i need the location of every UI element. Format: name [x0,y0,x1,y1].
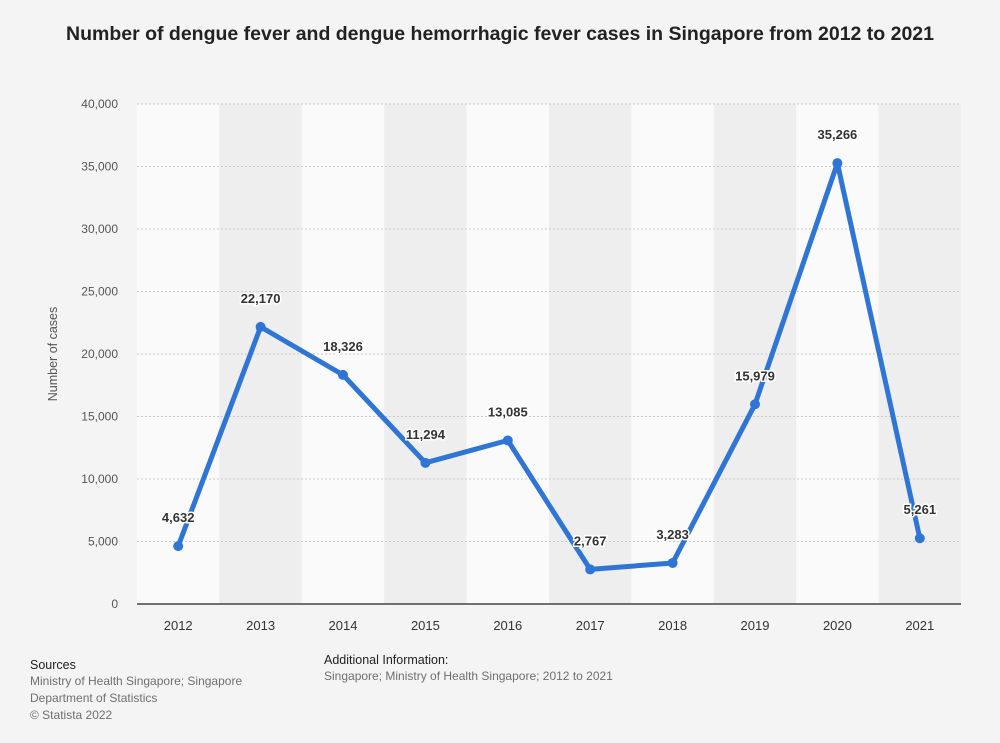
x-tick-label: 2013 [246,618,275,633]
line-chart: 0 5,000 10,000 15,000 20,000 25,000 30,000 35,0… [46,97,961,633]
column-band [878,104,961,604]
additional-info-text: Singapore; Ministry of Health Singapore;… [324,669,613,683]
data-label: 11,294 [406,427,446,442]
data-label: 22,170 [241,291,281,306]
data-label: 3,283 [656,527,689,542]
data-label: 35,266 [818,127,858,142]
x-tick-label: 2019 [741,618,770,633]
data-point [667,557,678,568]
column-band [466,104,549,604]
data-label: 15,979 [735,368,775,383]
x-tick-label: 2016 [493,618,522,633]
copyright-line: © Statista 2022 [30,708,113,722]
sources-block: Sources Ministry of Health Singapore; Si… [30,657,270,724]
data-label: 13,085 [488,404,528,419]
data-point [832,158,843,169]
additional-info-block: Additional Information: Singapore; Minis… [324,652,744,685]
data-point [750,399,760,410]
data-label: 2,767 [574,533,607,548]
data-label: 4,632 [162,510,195,525]
y-tick-label: 5,000 [88,535,118,549]
x-tick-label: 2020 [823,618,852,633]
y-tick-label: 15,000 [81,410,118,424]
x-tick-label: 2012 [164,618,193,633]
x-tick-label: 2015 [411,618,440,633]
additional-info-title: Additional Information: [324,653,449,667]
data-point [338,369,348,380]
data-label: 18,326 [323,339,363,354]
series-line [175,160,923,572]
data-label: 5,261 [904,502,937,517]
sources-line: Ministry of Health Singapore; Singapore [30,674,243,688]
data-point [420,457,431,468]
y-tick-label: 35,000 [81,160,118,174]
y-tick-label: 25,000 [81,285,118,299]
y-tick-label: 0 [111,597,118,611]
data-point [173,541,184,552]
x-tick-label: 2018 [658,618,687,633]
chart-title: Number of dengue fever and dengue hemorr… [65,23,935,45]
sources-line: Department of Statistics [30,691,158,705]
x-tick-label: 2021 [905,618,934,633]
data-point [255,321,266,332]
y-tick-label: 10,000 [81,472,118,486]
x-tick-label: 2017 [576,618,605,633]
x-tick-label: 2014 [329,618,358,633]
sources-title: Sources [30,658,76,672]
data-point [585,564,596,575]
y-tick-label: 30,000 [81,222,118,236]
data-point [502,435,513,446]
y-tick-label: 40,000 [81,97,118,111]
y-axis-title: Number of cases [46,307,60,401]
data-point [914,533,925,544]
y-tick-label: 20,000 [81,347,118,361]
